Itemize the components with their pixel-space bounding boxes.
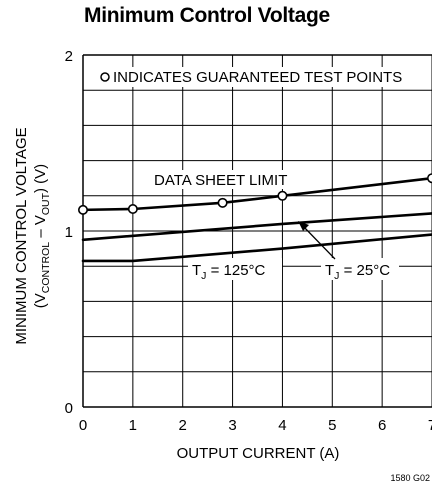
svg-text:MINIMUM CONTROL VOLTAGE: MINIMUM CONTROL VOLTAGE [13, 127, 30, 344]
chart-title: Minimum Control Voltage [84, 4, 330, 27]
y-tick-label-0: 0 [65, 400, 73, 417]
datasheet-label-background [150, 170, 300, 189]
plot-frame [82, 54, 432, 408]
x-tick-label-3: 3 [228, 417, 236, 434]
x-axis-label: OUTPUT CURRENT (A) [177, 445, 340, 462]
legend-marker-icon [100, 72, 110, 82]
svg-text:(VCONTROL – VOUT) (V): (VCONTROL – VOUT) (V) [32, 164, 52, 308]
legend-note-background [93, 67, 415, 87]
t25-label-background [321, 258, 399, 280]
series-layer [78, 173, 432, 263]
x-tick-label-0: 0 [79, 417, 87, 434]
x-tick-label-5: 5 [328, 417, 336, 434]
t25-label: TJ = 25°C [325, 262, 390, 282]
x-tick-label-1: 1 [129, 417, 137, 434]
data-point-0-0 [78, 204, 89, 215]
data-point-0-1 [127, 204, 138, 215]
datasheet-label: DATA SHEET LIMIT [154, 172, 287, 189]
t125-label-background [188, 258, 282, 280]
series-line-1 [81, 212, 432, 242]
tick-labels: 0 1 2 3 4 5 6 7 0 1 2 [65, 48, 432, 434]
data-point-0-3 [277, 190, 288, 201]
y-axis-label: MINIMUM CONTROL VOLTAGE (VCONTROL – VOUT… [13, 127, 52, 344]
y-tick-label-2: 2 [65, 48, 73, 65]
series-line-2 [81, 233, 432, 263]
legend-note: INDICATES GUARANTEED TEST POINTS [113, 69, 402, 86]
t25-arrow-shaft [301, 224, 336, 260]
grid-lines [83, 55, 432, 407]
x-tick-label-7: 7 [428, 417, 432, 434]
x-tick-label-2: 2 [179, 417, 187, 434]
t25-arrow-head [298, 221, 309, 231]
y-tick-label-1: 1 [65, 224, 73, 241]
data-point-0-4 [427, 173, 432, 184]
x-tick-label-6: 6 [378, 417, 386, 434]
figure-id: 1580 G02 [390, 473, 430, 483]
data-point-0-2 [217, 197, 228, 208]
t125-label: TJ = 125°C [192, 262, 266, 282]
x-tick-label-4: 4 [278, 417, 286, 434]
